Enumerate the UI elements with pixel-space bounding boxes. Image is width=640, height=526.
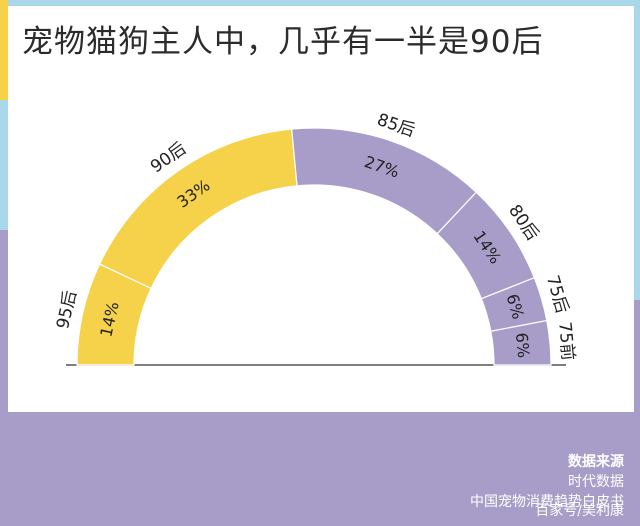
source-line-1: 时代数据 bbox=[568, 474, 624, 490]
source-heading: 数据来源 bbox=[568, 454, 624, 470]
slice-5 bbox=[490, 319, 552, 366]
chart-title: 宠物猫狗主人中，几乎有一半是90后 bbox=[22, 24, 544, 60]
slice-1 bbox=[98, 128, 298, 290]
category-label-2: 85后 bbox=[374, 110, 417, 141]
right-border bbox=[634, 0, 640, 526]
category-label-4: 75后 bbox=[542, 273, 572, 316]
source-line-2: 中国宠物消费趋势白皮书 bbox=[470, 494, 624, 510]
watermark: 百家号/美利康 bbox=[535, 503, 624, 519]
value-label-5: 6% bbox=[512, 332, 533, 359]
top-border bbox=[0, 0, 640, 6]
left-border bbox=[0, 0, 8, 526]
footer-band bbox=[0, 412, 640, 526]
source-block: 数据来源 时代数据 中国宠物消费趋势白皮书 bbox=[470, 452, 624, 512]
category-label-5: 75前 bbox=[554, 321, 578, 361]
category-label-0: 95后 bbox=[53, 289, 81, 331]
slice-2 bbox=[291, 127, 478, 235]
